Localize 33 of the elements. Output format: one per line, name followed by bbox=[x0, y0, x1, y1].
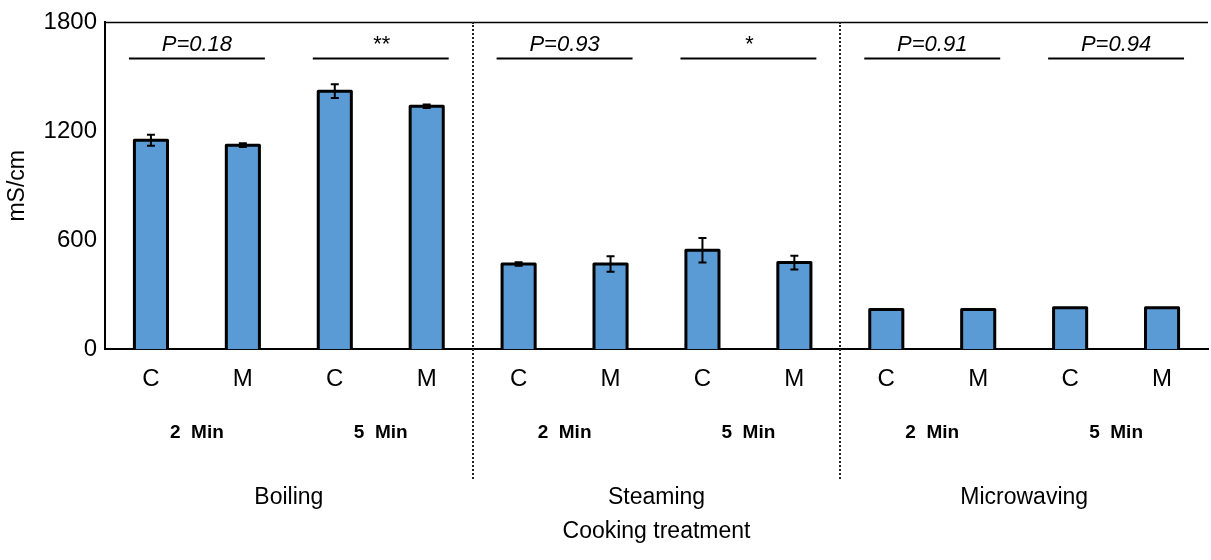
x-tick-label: M bbox=[416, 364, 437, 392]
x-tick-label: C bbox=[693, 364, 712, 392]
annotation: P=0.94 bbox=[1080, 30, 1152, 56]
x-tick-label: M bbox=[968, 364, 989, 392]
text: 2 Min bbox=[537, 421, 592, 443]
x-tick-label: M bbox=[1152, 364, 1173, 392]
x-tick-label: M bbox=[784, 364, 805, 392]
x-tick-label: C bbox=[1061, 364, 1079, 392]
x-tick-label: C bbox=[509, 364, 528, 392]
y-axis-title: mS/cm bbox=[3, 150, 30, 222]
text: 5 Min bbox=[1089, 421, 1143, 443]
annotation: P=0.93 bbox=[529, 30, 601, 56]
text: Steaming bbox=[607, 482, 706, 509]
x-tick-label: C bbox=[877, 364, 895, 392]
y-tick-label: 600 bbox=[56, 224, 97, 252]
text: 2 Min bbox=[169, 421, 224, 443]
y-tick-label: 1200 bbox=[43, 115, 97, 143]
text: Microwaving bbox=[960, 482, 1089, 509]
x-tick-label: M bbox=[600, 364, 621, 392]
x-tick-label: C bbox=[326, 364, 344, 392]
text: 2 Min bbox=[905, 421, 960, 443]
annotation: * bbox=[744, 30, 755, 56]
y-tick-label: 0 bbox=[83, 333, 97, 361]
text: 5 Min bbox=[353, 421, 408, 443]
annotation: P=0.91 bbox=[897, 30, 968, 56]
text: 5 Min bbox=[721, 421, 776, 443]
annotation: ** bbox=[372, 30, 391, 56]
x-tick-label: M bbox=[232, 364, 253, 392]
text: Boiling bbox=[254, 482, 324, 509]
x-tick-label: C bbox=[142, 364, 160, 392]
y-tick-label: 1800 bbox=[43, 7, 97, 35]
annotation: P=0.18 bbox=[161, 30, 233, 56]
text: Cooking treatment bbox=[562, 516, 752, 543]
